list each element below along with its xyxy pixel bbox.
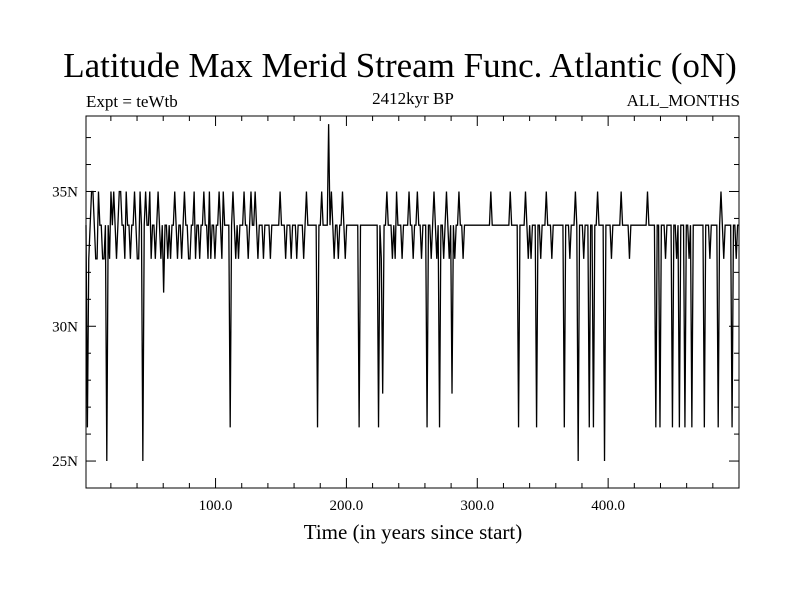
series-line [85,124,739,462]
x-axis-label: Time (in years since start) [303,520,523,544]
plot-frame [85,115,740,489]
y-tick-label: 25N [52,454,78,470]
x-tick-label: 300.0 [460,498,494,514]
chart-title: Latitude Max Merid Stream Func. Atlantic… [63,46,737,85]
x-tick-label: 200.0 [330,498,364,514]
months-label: ALL_MONTHS [626,91,740,110]
x-tick-label: 100.0 [199,498,233,514]
y-tick-label: 35N [52,184,78,200]
experiment-label: Expt = teWtb [86,92,178,111]
axis-ticks: 100.0 200.0 300.0 400.0 25N 30N 35N [52,116,739,514]
y-tick-label: 30N [52,319,78,335]
chart-subtitle: 2412kyr BP [372,89,454,108]
x-tick-label: 400.0 [591,498,625,514]
